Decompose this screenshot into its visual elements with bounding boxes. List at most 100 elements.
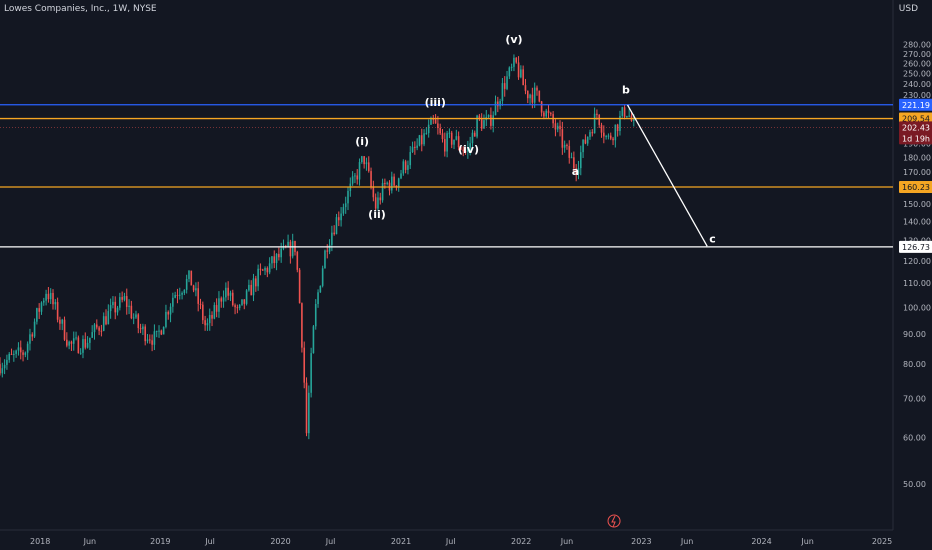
candle-body bbox=[77, 337, 80, 354]
candle-body bbox=[324, 250, 326, 269]
candle-body bbox=[439, 127, 441, 134]
candle-body bbox=[522, 69, 524, 86]
wave-label: (iv) bbox=[458, 143, 479, 156]
candle-body bbox=[241, 299, 243, 305]
candle-body bbox=[165, 311, 167, 327]
candle-body bbox=[259, 268, 262, 270]
candle-body bbox=[529, 94, 531, 99]
candle-body bbox=[354, 175, 356, 177]
candle-body bbox=[483, 120, 485, 129]
bar-countdown-label: 1d 19h bbox=[902, 134, 930, 143]
candle-body bbox=[416, 145, 418, 148]
candle-body bbox=[425, 133, 428, 135]
candle-body bbox=[432, 118, 435, 120]
candle-body bbox=[434, 119, 437, 124]
candle-body bbox=[218, 298, 220, 312]
candle-body bbox=[531, 94, 534, 103]
candle-body bbox=[573, 157, 575, 169]
candle-body bbox=[13, 353, 15, 355]
y-tick-label: 280.00 bbox=[903, 41, 931, 50]
candle-body bbox=[308, 392, 310, 434]
wave-label: (i) bbox=[355, 135, 369, 148]
candle-body bbox=[418, 135, 421, 146]
y-tick-label: 110.00 bbox=[903, 279, 931, 288]
candle-body bbox=[455, 136, 458, 140]
candle-body bbox=[250, 284, 253, 296]
candle-body bbox=[172, 297, 174, 307]
candle-body bbox=[287, 241, 289, 248]
candle-body bbox=[59, 319, 61, 324]
candle-body bbox=[167, 311, 170, 315]
x-tick-label: 2019 bbox=[150, 537, 170, 546]
candle-body bbox=[271, 256, 273, 264]
candle-body bbox=[402, 161, 405, 174]
candle-body bbox=[363, 156, 365, 165]
candle-body bbox=[151, 340, 153, 345]
candle-body bbox=[605, 136, 607, 138]
candle-body bbox=[301, 303, 303, 348]
wave-label: (iii) bbox=[425, 96, 446, 109]
x-tick-label: 2025 bbox=[872, 537, 892, 546]
candle-body bbox=[563, 144, 566, 148]
currency-label: USD bbox=[898, 4, 918, 14]
candle-body bbox=[185, 278, 188, 290]
candle-body bbox=[384, 182, 386, 184]
candle-body bbox=[220, 298, 223, 302]
candle-body bbox=[540, 101, 543, 113]
candle-body bbox=[453, 139, 455, 145]
candle-body bbox=[213, 305, 216, 319]
candle-body bbox=[31, 334, 34, 337]
candle-body bbox=[225, 287, 227, 298]
candle-body bbox=[351, 176, 354, 184]
candle-body bbox=[328, 244, 331, 252]
candle-body bbox=[444, 139, 446, 152]
candle-body bbox=[66, 339, 68, 346]
candle-body bbox=[400, 173, 402, 179]
candle-body bbox=[116, 307, 119, 313]
candle-body bbox=[450, 132, 453, 145]
candle-body bbox=[462, 149, 465, 152]
candle-body bbox=[526, 90, 529, 99]
candle-body bbox=[109, 305, 112, 312]
candle-body bbox=[102, 316, 105, 331]
candle-body bbox=[105, 316, 107, 325]
candle-body bbox=[628, 115, 630, 117]
candle-body bbox=[176, 294, 179, 296]
y-tick-label: 90.00 bbox=[903, 330, 926, 339]
candle-body bbox=[63, 319, 66, 340]
candle-body bbox=[347, 190, 349, 204]
candle-body bbox=[227, 287, 229, 296]
candle-body bbox=[174, 294, 176, 298]
candle-body bbox=[457, 136, 460, 148]
y-tick-label: 100.00 bbox=[903, 303, 931, 312]
candle-body bbox=[135, 314, 137, 318]
wave-label: (ii) bbox=[368, 208, 386, 221]
candle-body bbox=[142, 326, 144, 330]
x-tick-label: Jul bbox=[325, 537, 336, 546]
candle-body bbox=[476, 115, 478, 137]
candle-body bbox=[506, 76, 508, 89]
candle-body bbox=[291, 241, 294, 257]
candle-body bbox=[144, 326, 146, 342]
candle-body bbox=[236, 307, 239, 309]
candle-body bbox=[139, 328, 142, 330]
candle-body bbox=[337, 217, 340, 221]
candle-body bbox=[280, 248, 282, 258]
candle-body bbox=[407, 165, 409, 170]
candle-body bbox=[192, 285, 195, 291]
candle-body bbox=[494, 101, 497, 116]
candle-body bbox=[305, 382, 308, 434]
candle-body bbox=[243, 299, 246, 304]
candle-body bbox=[8, 353, 11, 360]
candle-body bbox=[314, 303, 317, 327]
candle-body bbox=[603, 132, 605, 137]
candle-body bbox=[238, 304, 241, 308]
candle-body bbox=[52, 292, 54, 305]
candle-body bbox=[89, 337, 91, 343]
candle-body bbox=[464, 151, 467, 153]
candle-body bbox=[319, 285, 322, 293]
candle-body bbox=[54, 302, 57, 305]
candle-body bbox=[112, 301, 114, 306]
candle-body bbox=[517, 62, 520, 78]
